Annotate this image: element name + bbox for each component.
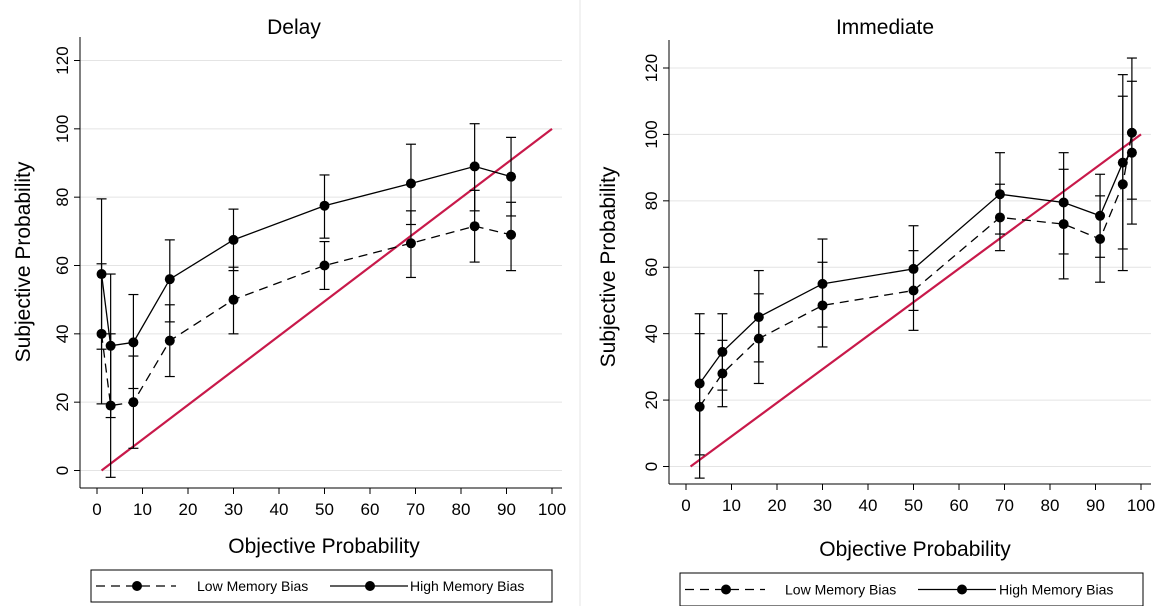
data-point <box>717 346 728 357</box>
y-tick-label: 100 <box>53 115 72 143</box>
data-point <box>817 278 828 289</box>
chart-panel-1: 0 10 20 30 40 50 60 70 80 90 100 0 20 40 60 80 100 120 Del… <box>12 16 566 603</box>
legend-swatch-marker <box>132 581 142 591</box>
x-tick-label: 20 <box>768 496 787 515</box>
x-tick-label: 90 <box>497 500 516 519</box>
data-point <box>128 397 139 408</box>
data-point <box>96 269 107 280</box>
x-tick-label: 50 <box>315 500 334 519</box>
data-point <box>753 312 764 323</box>
data-point <box>908 263 919 274</box>
data-point <box>694 378 705 389</box>
y-tick-label: 100 <box>642 120 661 148</box>
y-tick-label: 40 <box>53 324 72 343</box>
y-axis-label: Subjective Probability <box>597 166 620 367</box>
x-tick-label: 30 <box>813 496 832 515</box>
legend-label: High Memory Bias <box>999 582 1113 598</box>
x-tick-label: 50 <box>904 496 923 515</box>
data-point <box>164 274 175 285</box>
y-tick-label: 120 <box>53 46 72 74</box>
reference-line <box>689 133 1142 468</box>
data-point <box>994 189 1005 200</box>
x-tick-label: 90 <box>1086 496 1105 515</box>
data-point <box>469 221 480 232</box>
x-tick-label: 80 <box>452 500 471 519</box>
chart-panel-2: 0 10 20 30 40 50 60 70 80 90 100 0 20 40 60 80 100 120 Imm… <box>597 16 1155 607</box>
y-tick-label: 60 <box>53 256 72 275</box>
x-tick-label: 100 <box>1127 496 1155 515</box>
data-point <box>1095 210 1106 221</box>
x-tick-label: 0 <box>92 500 101 519</box>
legend-label: Low Memory Bias <box>785 582 896 598</box>
x-tick-label: 80 <box>1041 496 1060 515</box>
legend-swatch-marker <box>721 584 731 595</box>
y-tick-label: 60 <box>642 258 661 277</box>
legend-label: Low Memory Bias <box>197 578 308 594</box>
chart-title: Delay <box>267 16 321 39</box>
x-axis-label: Objective Probability <box>819 538 1011 561</box>
series-line-1 <box>699 132 1133 408</box>
data-point <box>469 161 480 172</box>
data-point <box>319 200 330 211</box>
data-point <box>228 294 239 305</box>
data-point <box>1058 197 1069 208</box>
x-tick-label: 60 <box>950 496 969 515</box>
data-point <box>319 260 330 271</box>
x-tick-label: 70 <box>406 500 425 519</box>
x-tick-label: 20 <box>179 500 198 519</box>
legend: Low Memory Bias High Memory Bias <box>679 572 1144 607</box>
legend-box <box>679 572 1144 607</box>
reference-line <box>100 127 553 472</box>
y-axis-label: Subjective Probability <box>12 161 35 362</box>
data-point <box>164 335 175 346</box>
y-tick-label: 80 <box>53 188 72 207</box>
x-axis-label: Objective Probability <box>228 535 420 558</box>
series-line-2 <box>100 165 512 347</box>
x-tick-label: 10 <box>722 496 741 515</box>
legend-box <box>90 569 553 603</box>
data-point <box>506 171 517 182</box>
chart-title: Immediate <box>836 16 934 39</box>
x-tick-label: 100 <box>538 500 566 519</box>
y-tick-label: 20 <box>642 391 661 410</box>
y-tick-label: 80 <box>642 191 661 210</box>
data-point <box>405 238 416 249</box>
y-tick-label: 0 <box>642 462 661 471</box>
data-point <box>405 178 416 189</box>
y-tick-label: 120 <box>642 54 661 82</box>
x-tick-label: 60 <box>361 500 380 519</box>
x-tick-label: 70 <box>995 496 1014 515</box>
y-tick-label: 0 <box>53 466 72 475</box>
data-point <box>128 337 139 348</box>
data-point <box>506 229 517 240</box>
data-point <box>228 234 239 245</box>
data-point <box>105 340 116 351</box>
data-point <box>1126 147 1137 158</box>
data-point <box>1117 157 1128 168</box>
x-tick-label: 40 <box>270 500 289 519</box>
series-line-2 <box>699 152 1133 384</box>
legend-swatch-marker <box>957 584 967 595</box>
y-tick-label: 40 <box>642 324 661 343</box>
x-tick-label: 10 <box>133 500 152 519</box>
x-tick-label: 0 <box>681 496 690 515</box>
legend-swatch-marker <box>365 581 375 591</box>
y-tick-label: 20 <box>53 393 72 412</box>
legend-label: High Memory Bias <box>410 578 524 594</box>
x-tick-label: 40 <box>859 496 878 515</box>
x-tick-label: 30 <box>224 500 243 519</box>
legend: Low Memory Bias High Memory Bias <box>90 569 553 603</box>
